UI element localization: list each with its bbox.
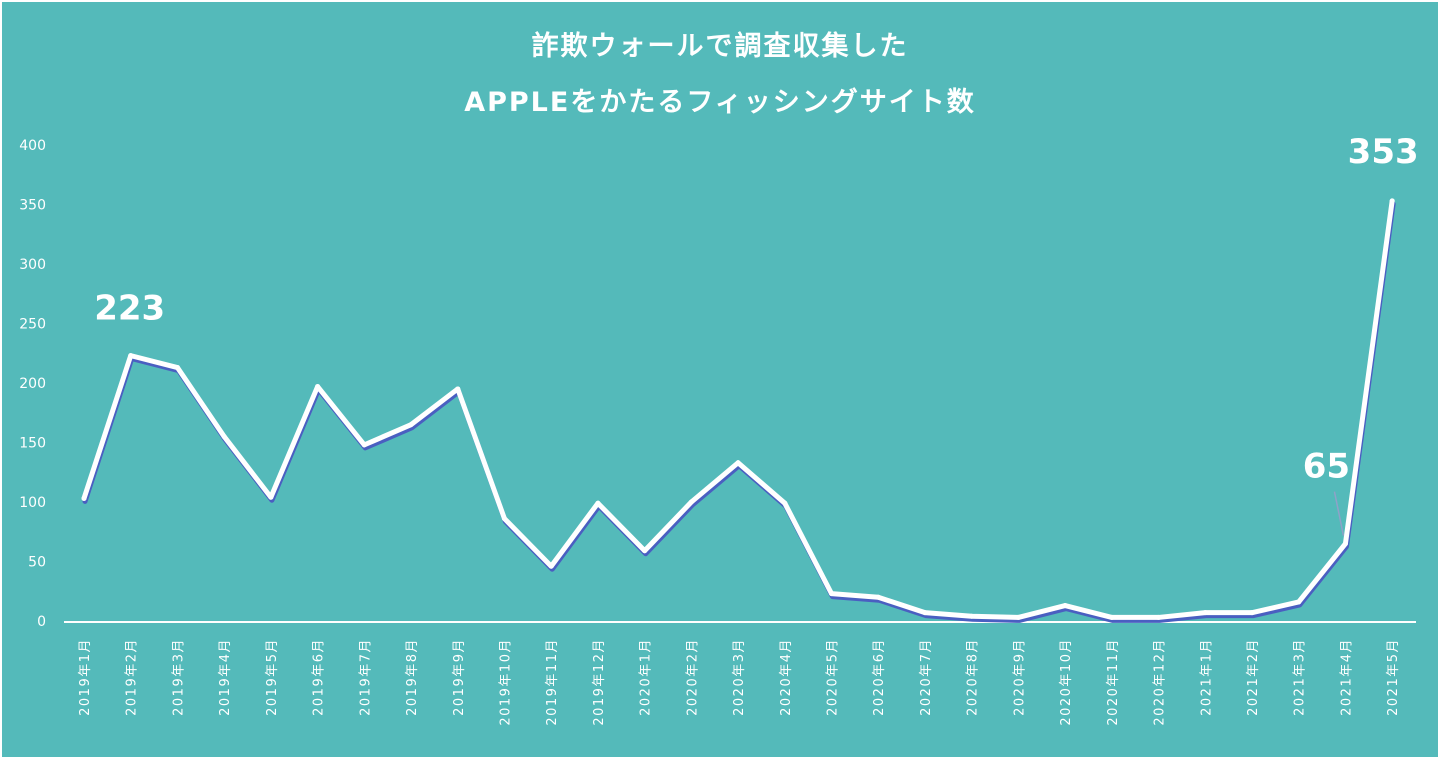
data-point	[268, 494, 274, 500]
data-point	[829, 591, 835, 597]
data-label: 223	[94, 289, 165, 329]
x-tick-label: 2019年11月	[545, 638, 560, 726]
x-tick-label: 2019年7月	[358, 638, 373, 716]
data-point	[642, 548, 648, 554]
x-tick-label: 2019年4月	[218, 638, 233, 716]
data-label-leader	[1333, 491, 1345, 536]
data-point	[1202, 610, 1208, 616]
data-point	[1296, 599, 1302, 605]
x-tick-label: 2020年10月	[1059, 638, 1074, 726]
data-point	[1249, 610, 1255, 616]
x-tick-label: 2019年8月	[405, 638, 420, 716]
data-point	[1156, 614, 1162, 620]
data-point	[128, 353, 134, 359]
data-point	[969, 613, 975, 619]
data-point	[595, 500, 601, 506]
y-tick-label: 50	[28, 555, 46, 571]
data-point	[548, 563, 554, 569]
data-point	[361, 442, 367, 448]
data-point	[1062, 603, 1068, 609]
x-tick-label: 2019年10月	[498, 638, 513, 726]
x-tick-label: 2020年6月	[872, 638, 887, 716]
chart-title-line-1: 詐欺ウォールで調査収集した	[531, 31, 909, 62]
data-point	[735, 460, 741, 466]
x-tick-label: 2021年3月	[1293, 638, 1308, 716]
x-tick-label: 2020年8月	[966, 638, 981, 716]
x-tick-label: 2020年12月	[1153, 638, 1168, 726]
data-point	[81, 495, 87, 501]
x-tick-label: 2020年4月	[779, 638, 794, 716]
chart-title-line-2: APPLEをかたるフィッシングサイト数	[464, 87, 976, 118]
data-point	[782, 500, 788, 506]
data-point	[922, 610, 928, 616]
x-tick-label: 2019年2月	[125, 638, 140, 716]
x-tick-label: 2020年11月	[1106, 638, 1121, 726]
series-line-shadow	[82, 201, 1396, 623]
data-point	[315, 384, 321, 390]
data-point	[221, 434, 227, 440]
x-tick-label: 2021年2月	[1246, 638, 1261, 716]
x-tick-label: 2020年9月	[1012, 638, 1027, 716]
x-tick-label: 2021年5月	[1386, 638, 1401, 716]
data-point	[1015, 614, 1021, 620]
data-point	[1389, 198, 1395, 204]
y-tick-label: 350	[19, 198, 46, 214]
x-tick-label: 2019年1月	[78, 638, 93, 716]
data-point	[501, 516, 507, 522]
x-tick-label: 2019年9月	[452, 638, 467, 716]
y-tick-label: 250	[19, 317, 46, 333]
y-tick-label: 300	[19, 257, 46, 273]
y-tick-label: 400	[19, 138, 46, 154]
data-label: 65	[1303, 447, 1350, 487]
data-point	[455, 386, 461, 392]
data-point	[408, 422, 414, 428]
data-point	[875, 594, 881, 600]
x-tick-label: 2019年5月	[265, 638, 280, 716]
x-tick-label: 2019年12月	[592, 638, 607, 726]
y-tick-label: 100	[19, 495, 46, 511]
y-tick-label: 0	[37, 614, 46, 630]
x-tick-label: 2021年1月	[1199, 638, 1214, 716]
data-point	[688, 499, 694, 505]
y-tick-label: 150	[19, 436, 46, 452]
x-tick-label: 2019年3月	[171, 638, 186, 716]
x-tick-label: 2020年5月	[826, 638, 841, 716]
x-tick-label: 2020年2月	[685, 638, 700, 716]
x-tick-label: 2021年4月	[1339, 638, 1354, 716]
x-tick-label: 2019年6月	[312, 638, 327, 716]
data-label: 353	[1348, 132, 1419, 172]
y-tick-label: 200	[19, 376, 46, 392]
data-point	[1342, 541, 1348, 547]
data-point	[174, 365, 180, 371]
data-point	[1109, 614, 1115, 620]
x-tick-label: 2020年3月	[732, 638, 747, 716]
x-tick-label: 2020年7月	[919, 638, 934, 716]
x-tick-label: 2020年1月	[639, 638, 654, 716]
